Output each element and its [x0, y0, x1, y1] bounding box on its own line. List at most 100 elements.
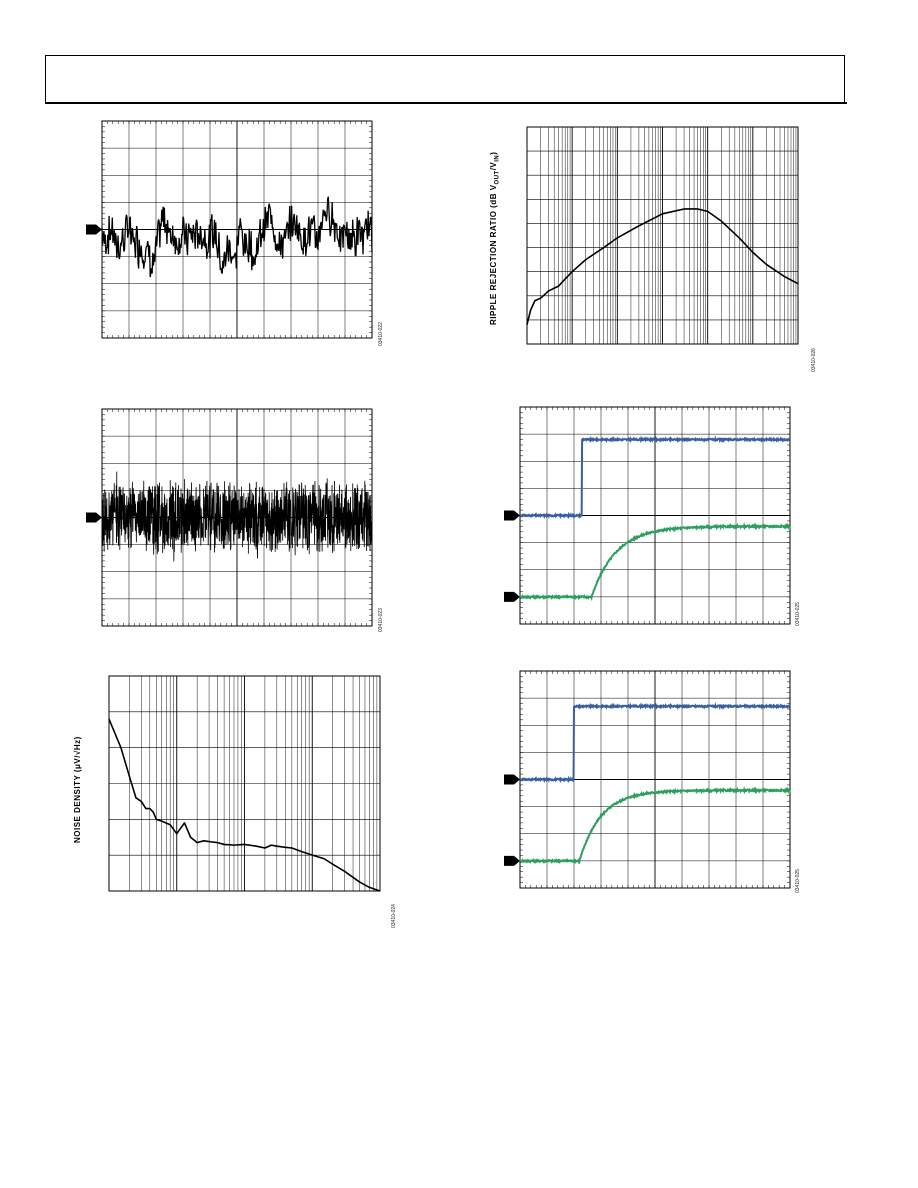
fig-noise-density-point: [135, 797, 137, 799]
chart-ripple-rejection-svg: [526, 126, 799, 345]
chart-noise-density: [108, 675, 381, 892]
figure-id-5: 03410-025: [795, 602, 801, 626]
fig-noise-density-point: [169, 824, 171, 826]
ripple-ylabel-end: ): [489, 151, 498, 155]
fig-noise-density-point: [208, 840, 210, 843]
fig-ripple-rejection-point: [783, 275, 786, 278]
fig-noise-density-point: [359, 881, 361, 883]
ripple-rejection-ylabel: RIPPLE REJECTION RATIO (dB VOUT/VIN): [489, 152, 501, 325]
page-header-box: [45, 55, 845, 102]
figure-id-4: 03410-026: [811, 348, 817, 372]
fig-ripple-rejection-point: [526, 324, 528, 326]
fig-transient-1-marker-1: [504, 510, 520, 521]
fig-transient-1-series-2: [519, 522, 791, 602]
figure-id-3: 03410-024: [391, 904, 397, 928]
fig-noise-density-point: [161, 820, 163, 822]
fig-transient-1-marker-2: [504, 591, 520, 602]
fig-noise-density-point: [284, 846, 286, 848]
fig-ripple-rejection-point: [683, 208, 685, 210]
figure-id-6: 03410-025: [795, 869, 801, 893]
fig-noise-density-point: [108, 718, 110, 720]
fig-transient-2-series-2: [519, 786, 791, 865]
fig-ripple-rejection-point: [539, 297, 542, 299]
chart-transient-2-svg: [504, 670, 791, 889]
page-header-rule: [45, 102, 847, 104]
fig-transient-1-series-1: [519, 435, 791, 520]
chart-transient-1-svg: [504, 406, 791, 625]
fig-noise-density-point: [301, 850, 303, 853]
noise-density-ylabel: NOISE DENSITY (μV/√Hz): [73, 736, 82, 843]
ripple-ylabel-sub-out: OUT: [494, 170, 501, 185]
fig-ripple-rejection-point: [720, 220, 722, 222]
chart-transient-2: [504, 670, 791, 889]
chart-noise-wideband-svg: [86, 408, 373, 627]
fig-noise-density-point: [183, 822, 186, 824]
ripple-ylabel-main: RIPPLE REJECTION RATIO (dB V: [489, 184, 498, 325]
fig-ripple-rejection-point: [765, 263, 768, 266]
fig-ripple-rejection-series-1: [526, 208, 799, 325]
ripple-ylabel-sub-in: IN: [494, 154, 501, 162]
fig-noise-density-point: [216, 842, 219, 844]
fig-transient-2-marker-2: [504, 855, 520, 866]
fig-transient-2-series-1: [519, 702, 791, 784]
fig-transient-2-marker-arrow: [504, 855, 520, 866]
fig-noise-density-point: [343, 870, 346, 872]
fig-noise-density-point: [323, 858, 325, 860]
fig-noise-lowfreq-marker-arrow: [86, 224, 102, 235]
fig-noise-density-point: [311, 854, 313, 856]
fig-noise-density-point: [243, 843, 246, 846]
fig-noise-density-point: [120, 747, 122, 749]
chart-noise-density-svg: [108, 675, 381, 892]
chart-noise-lowfreq: [86, 120, 373, 339]
fig-noise-density-point: [332, 863, 334, 865]
chart-ripple-rejection: [526, 126, 799, 345]
fig-noise-density-point: [152, 811, 154, 813]
fig-noise-density-point: [128, 775, 130, 777]
chart-noise-lowfreq-svg: [86, 120, 373, 339]
fig-transient-1-marker-arrow: [504, 591, 520, 602]
fig-noise-wideband-series-trace: [101, 471, 373, 562]
fig-noise-density-point: [270, 844, 273, 846]
fig-ripple-rejection-point: [603, 246, 605, 249]
fig-noise-density-point: [176, 833, 178, 835]
fig-ripple-rejection-point: [557, 285, 560, 287]
fig-ripple-rejection-point: [547, 290, 550, 292]
fig-ripple-rejection-point: [585, 259, 587, 261]
fig-noise-density-point: [196, 842, 198, 844]
fig-noise-wideband-marker-0: [86, 512, 102, 523]
fig-noise-lowfreq-series-trace: [101, 196, 373, 278]
fig-noise-density-point: [264, 847, 266, 849]
fig-noise-density-point: [291, 847, 293, 849]
fig-transient-2-marker-arrow: [504, 774, 520, 785]
fig-noise-density-point: [368, 886, 371, 889]
fig-noise-density-point: [155, 818, 157, 820]
fig-ripple-rejection-point: [529, 309, 532, 311]
fig-noise-density-point: [145, 807, 147, 810]
figure-id-2: 03410-023: [378, 608, 384, 632]
fig-noise-density-point: [233, 844, 235, 846]
fig-noise-density-point: [255, 845, 258, 847]
fig-transient-2-marker-1: [504, 774, 520, 785]
fig-noise-wideband-marker-arrow: [86, 512, 102, 523]
fig-noise-density-point: [223, 843, 225, 846]
fig-noise-density-point: [140, 800, 142, 803]
chart-transient-1: [504, 406, 791, 625]
fig-noise-lowfreq-marker-0: [86, 224, 102, 235]
fig-ripple-rejection-point: [738, 237, 740, 239]
ripple-ylabel-mid: /V: [489, 161, 498, 171]
fig-noise-density-point: [276, 845, 278, 847]
fig-ripple-rejection-point: [571, 271, 573, 273]
fig-noise-density-point: [203, 840, 205, 842]
fig-ripple-rejection-point: [752, 251, 754, 253]
fig-transient-1-marker-arrow: [504, 510, 520, 521]
chart-noise-wideband: [86, 408, 373, 627]
fig-ripple-rejection-point: [638, 225, 640, 227]
fig-ripple-rejection-point: [534, 300, 536, 302]
fig-ripple-rejection-point: [661, 213, 664, 215]
fig-ripple-rejection-point: [707, 210, 709, 212]
figure-id-1: 03410-022: [378, 322, 384, 346]
fig-ripple-rejection-point: [564, 278, 566, 280]
fig-noise-density-point: [189, 836, 192, 838]
fig-noise-density-point: [149, 807, 151, 810]
fig-noise-density-point: [379, 890, 381, 892]
